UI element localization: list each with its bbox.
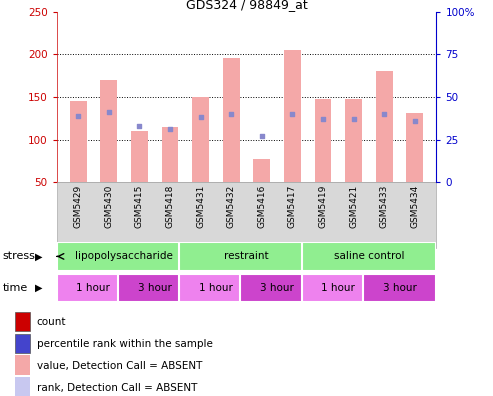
Bar bbox=[363, 274, 436, 303]
Bar bbox=[100, 80, 117, 182]
Point bbox=[166, 126, 174, 133]
Bar bbox=[284, 50, 301, 182]
Text: 3 hour: 3 hour bbox=[260, 283, 294, 293]
Point bbox=[197, 114, 205, 121]
Bar bbox=[57, 242, 191, 271]
Text: restraint: restraint bbox=[224, 251, 269, 261]
Bar bbox=[15, 312, 30, 331]
Text: 1 hour: 1 hour bbox=[321, 283, 355, 293]
Bar bbox=[179, 242, 314, 271]
Point bbox=[411, 118, 419, 124]
Bar bbox=[118, 274, 191, 303]
Text: rank, Detection Call = ABSENT: rank, Detection Call = ABSENT bbox=[37, 383, 197, 393]
Bar bbox=[345, 99, 362, 182]
Text: value, Detection Call = ABSENT: value, Detection Call = ABSENT bbox=[37, 361, 202, 371]
Bar bbox=[315, 99, 331, 182]
Point bbox=[105, 109, 113, 116]
Text: ▶: ▶ bbox=[35, 251, 42, 261]
Title: GDS324 / 98849_at: GDS324 / 98849_at bbox=[186, 0, 307, 11]
Text: count: count bbox=[37, 317, 67, 327]
Bar bbox=[162, 127, 178, 182]
Bar bbox=[57, 274, 130, 303]
Point bbox=[350, 116, 357, 122]
Text: ▶: ▶ bbox=[35, 283, 42, 293]
Bar bbox=[192, 97, 209, 182]
Point bbox=[380, 111, 388, 117]
Bar bbox=[376, 71, 393, 182]
Point bbox=[258, 133, 266, 139]
Point bbox=[319, 116, 327, 122]
Text: stress: stress bbox=[2, 251, 35, 261]
Text: 3 hour: 3 hour bbox=[383, 283, 417, 293]
Point bbox=[136, 123, 143, 129]
Bar bbox=[179, 274, 252, 303]
Point bbox=[74, 112, 82, 119]
Text: saline control: saline control bbox=[334, 251, 404, 261]
Text: lipopolysaccharide: lipopolysaccharide bbox=[75, 251, 173, 261]
Bar bbox=[302, 274, 375, 303]
Bar bbox=[15, 356, 30, 375]
Text: 3 hour: 3 hour bbox=[138, 283, 172, 293]
Bar bbox=[302, 242, 436, 271]
Bar bbox=[253, 159, 270, 182]
Bar bbox=[406, 113, 423, 182]
Text: time: time bbox=[2, 283, 28, 293]
Bar bbox=[15, 377, 30, 396]
Bar bbox=[70, 101, 87, 182]
Text: 1 hour: 1 hour bbox=[199, 283, 233, 293]
Bar bbox=[131, 131, 148, 182]
Bar bbox=[241, 274, 314, 303]
Bar bbox=[15, 334, 30, 353]
Point bbox=[288, 111, 296, 117]
Text: 1 hour: 1 hour bbox=[76, 283, 110, 293]
Point bbox=[227, 111, 235, 117]
Text: percentile rank within the sample: percentile rank within the sample bbox=[37, 339, 212, 349]
Bar bbox=[223, 58, 240, 182]
